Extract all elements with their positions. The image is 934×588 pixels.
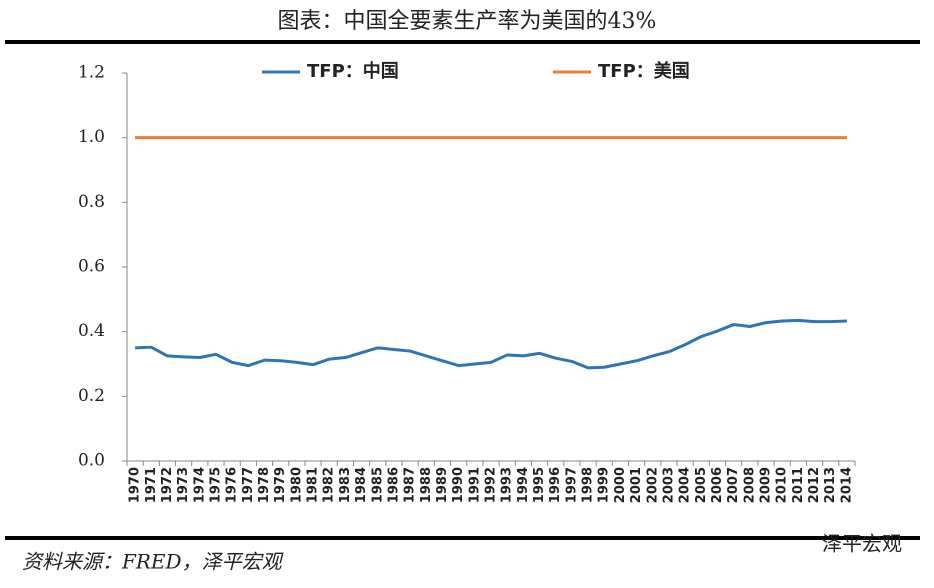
- watermark: 泽平宏观: [822, 532, 902, 556]
- x-tick-label: 1979: [273, 467, 288, 503]
- x-tick-label: 2008: [742, 467, 757, 503]
- x-tick-label: 1971: [144, 467, 159, 503]
- x-tick-label: 2005: [694, 467, 709, 503]
- x-tick-label: 2010: [775, 467, 790, 503]
- x-tick-label: 1991: [467, 467, 482, 503]
- x-tick-label: 1974: [192, 467, 207, 503]
- source-note: 资料来源：FRED，泽平宏观: [22, 550, 284, 574]
- x-tick-label: 1994: [516, 467, 531, 503]
- x-tick-label: 1981: [306, 467, 321, 503]
- y-tick-label: 0.2: [78, 386, 105, 406]
- x-tick-label: 2002: [645, 467, 660, 503]
- x-tick-label: 1986: [386, 467, 401, 503]
- x-tick-label: 1982: [322, 467, 337, 503]
- x-tick-label: 1988: [419, 467, 434, 503]
- y-tick-label: 0.4: [78, 321, 105, 341]
- x-tick-label: 1970: [128, 467, 143, 503]
- x-tick-label: 1999: [597, 467, 612, 503]
- x-tick-label: 1996: [548, 467, 563, 503]
- y-tick-label: 1.2: [78, 63, 105, 83]
- x-tick-label: 2006: [710, 467, 725, 503]
- x-tick-label: 1972: [160, 467, 175, 503]
- x-tick-label: 1976: [225, 467, 240, 503]
- x-tick-label: 1987: [403, 467, 418, 503]
- x-tick-label: 2003: [661, 467, 676, 503]
- x-tick-label: 1990: [451, 467, 466, 503]
- x-tick-label: 1980: [289, 467, 304, 503]
- x-tick-label: 1998: [581, 467, 596, 503]
- data-line: [135, 318, 847, 370]
- legend-label: TFP：中国: [307, 60, 399, 82]
- x-tick-label: 2009: [759, 467, 774, 503]
- x-tick-label: 1977: [241, 467, 256, 503]
- legend-label: TFP：美国: [598, 60, 690, 82]
- x-tick-label: 2013: [823, 467, 838, 503]
- x-tick-label: 2012: [807, 467, 822, 503]
- y-tick-label: 0.0: [78, 451, 105, 471]
- y-tick-label: 0.6: [78, 257, 105, 277]
- x-tick-label: 2004: [678, 467, 693, 503]
- x-tick-label: 2011: [791, 467, 806, 503]
- chart-title: 图表：中国全要素生产率为美国的43%: [278, 9, 657, 34]
- y-tick-label: 0.8: [78, 192, 105, 212]
- x-tick-label: 2000: [613, 467, 628, 503]
- x-tick-label: 1978: [257, 467, 272, 503]
- x-tick-label: 1984: [354, 467, 369, 503]
- bottom-rule: [5, 536, 920, 540]
- x-tick-label: 1993: [500, 467, 515, 503]
- x-tick-label: 2001: [629, 467, 644, 503]
- x-tick-label: 2014: [839, 467, 854, 503]
- x-tick-label: 1983: [338, 467, 353, 503]
- x-tick-label: 1992: [484, 467, 499, 503]
- x-tick-label: 1997: [564, 467, 579, 503]
- x-tick-label: 1975: [208, 467, 223, 503]
- y-tick-label: 1.0: [78, 127, 105, 147]
- top-rule: [5, 40, 920, 44]
- x-tick-label: 1995: [532, 467, 547, 503]
- x-tick-label: 1989: [435, 467, 450, 503]
- x-tick-label: 1973: [176, 467, 191, 503]
- x-tick-label: 2007: [726, 467, 741, 503]
- x-tick-label: 1985: [370, 467, 385, 503]
